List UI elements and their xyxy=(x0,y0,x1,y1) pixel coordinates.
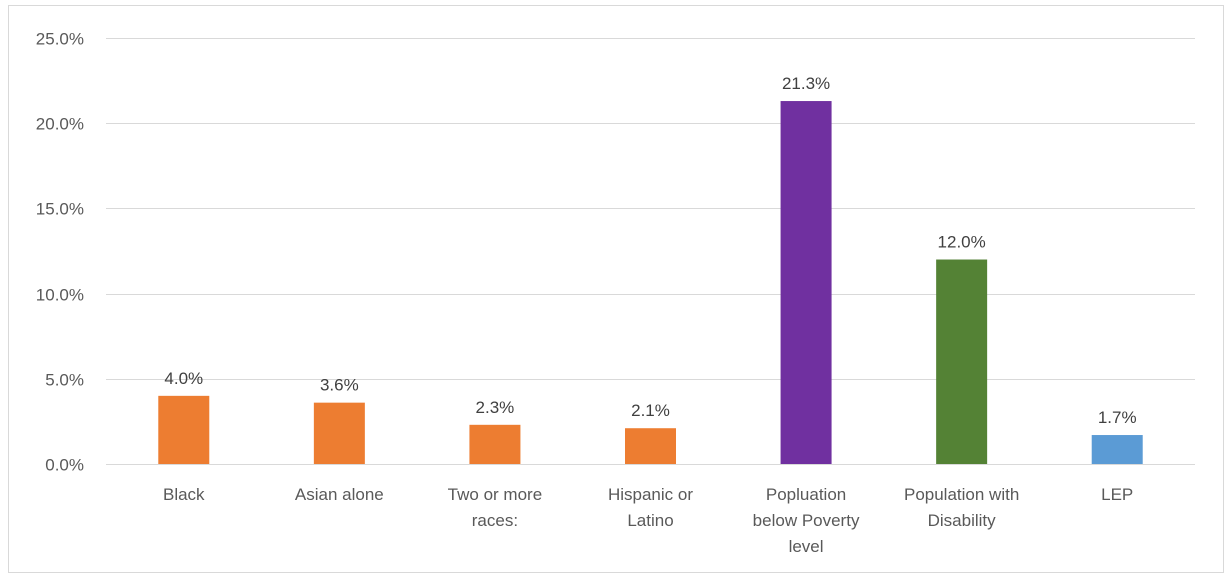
category-label: LEP xyxy=(1101,485,1133,504)
category-labels: Black Asian alone Two or more races: Hispani… xyxy=(163,485,1133,556)
bar xyxy=(313,402,365,464)
y-tick-label: 25.0% xyxy=(36,30,84,49)
category-label: Hispanic or Latino xyxy=(608,485,693,530)
data-labels: 4.0% 3.6% 2.3% 2.1% 21.3% 12.0% 1.7% xyxy=(164,74,1136,427)
category-label: Population with Disability xyxy=(904,485,1019,530)
bar xyxy=(469,424,521,464)
bar xyxy=(1091,435,1143,464)
bar xyxy=(936,259,988,464)
y-tick-label: 15.0% xyxy=(36,200,84,219)
data-label: 21.3% xyxy=(782,74,830,93)
category-label: Black xyxy=(163,485,205,504)
y-tick-label: 10.0% xyxy=(36,286,84,305)
data-label: 2.3% xyxy=(476,398,515,417)
category-label: Asian alone xyxy=(295,485,384,504)
data-label: 3.6% xyxy=(320,376,359,395)
bar xyxy=(625,428,676,464)
data-label: 4.0% xyxy=(164,369,203,388)
y-axis-ticks: 0.0% 5.0% 10.0% 15.0% 20.0% 25.0% xyxy=(36,30,84,475)
y-tick-label: 20.0% xyxy=(36,115,84,134)
y-tick-label: 5.0% xyxy=(45,371,84,390)
y-tick-label: 0.0% xyxy=(45,456,84,475)
gridlines xyxy=(106,38,1195,465)
bars xyxy=(158,101,1143,464)
data-label: 12.0% xyxy=(938,233,986,252)
bar xyxy=(158,395,210,464)
bar xyxy=(780,101,832,464)
chart-frame xyxy=(8,5,1224,573)
data-label: 1.7% xyxy=(1098,408,1137,427)
data-label: 2.1% xyxy=(631,401,670,420)
category-label: Popluation below Poverty level xyxy=(753,485,860,556)
category-label: Two or more races: xyxy=(448,485,542,530)
